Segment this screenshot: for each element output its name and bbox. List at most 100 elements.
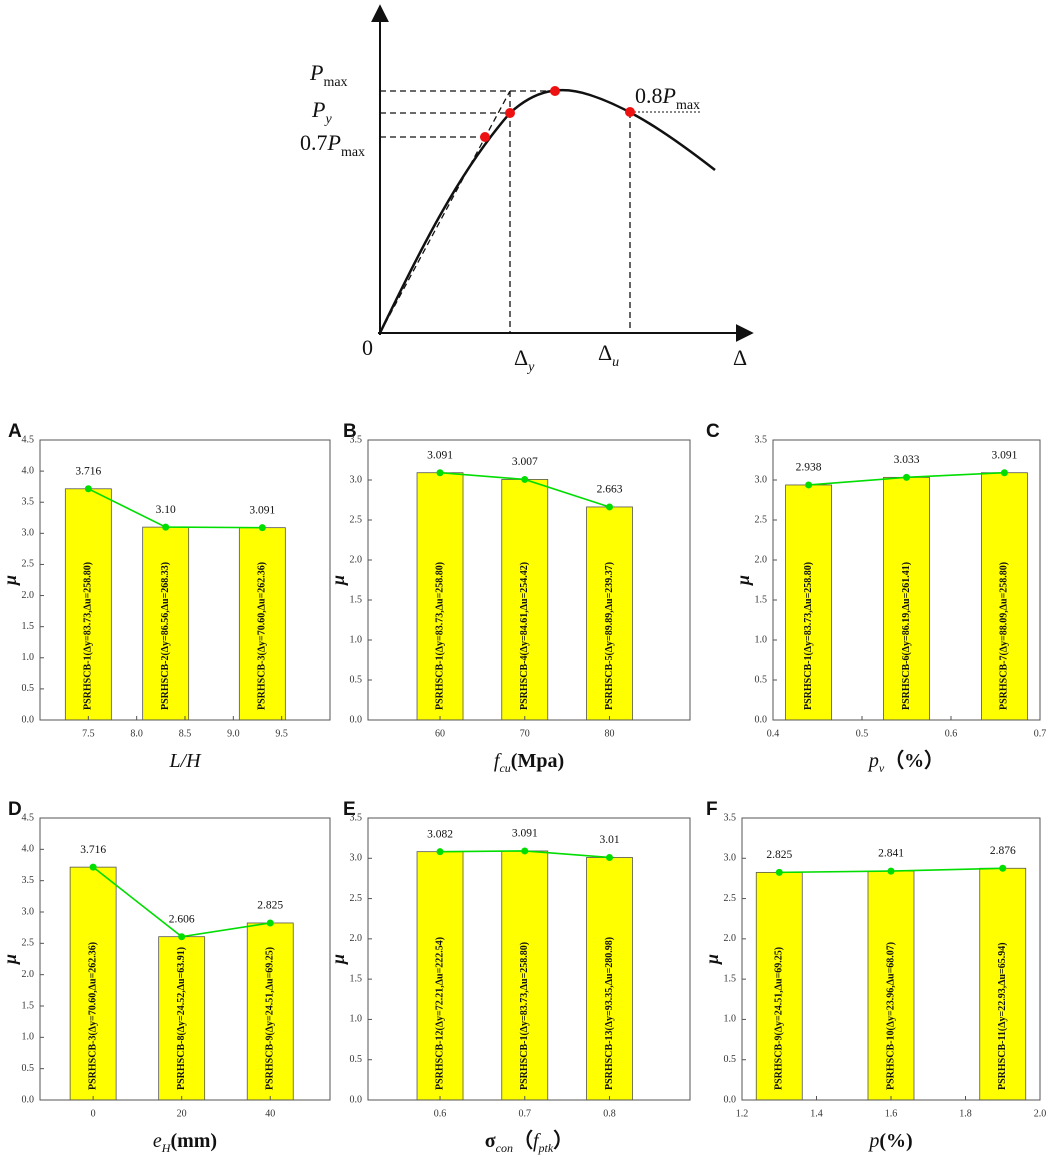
bar bbox=[416, 851, 464, 1101]
value-label: 3.091 bbox=[249, 504, 275, 516]
x-tick-label: 20 bbox=[177, 1108, 187, 1119]
point bbox=[89, 863, 97, 871]
y-tick-label: 1.5 bbox=[350, 594, 363, 605]
panel-label: B bbox=[343, 421, 357, 442]
x-tick-label: 0.6 bbox=[945, 728, 958, 739]
value-label: 2.825 bbox=[766, 849, 792, 861]
y-tick-label: 0.0 bbox=[22, 1094, 35, 1105]
y-tick-label: 2.0 bbox=[350, 554, 363, 565]
y-tick-label: 0.0 bbox=[22, 714, 35, 725]
bar-label: PSRHSCB-6(Δy=86.19,Δu=261.41) bbox=[901, 562, 912, 710]
text-part: f bbox=[494, 750, 502, 772]
bar bbox=[501, 479, 549, 721]
point bbox=[436, 848, 444, 856]
y-tick-label: 3.5 bbox=[350, 434, 363, 445]
bar bbox=[586, 857, 633, 1101]
bar-label: PSRHSCB-10(Δy=23.96,Δu=68.07) bbox=[885, 942, 896, 1090]
value-label: 3.082 bbox=[427, 828, 453, 840]
y-tick-label: 0.0 bbox=[350, 714, 363, 725]
text-part: 0.7 bbox=[300, 130, 328, 155]
y-tick-label: 0.5 bbox=[755, 674, 768, 685]
bar-label: PSRHSCB-13(Δy=93.35,Δu=280.98) bbox=[604, 937, 615, 1090]
x-tick-label: 8.5 bbox=[179, 728, 192, 739]
y-axis-label: μ bbox=[328, 575, 348, 586]
text-part: y bbox=[526, 360, 535, 375]
text-part: 0.8 bbox=[635, 83, 663, 108]
bar-label: PSRHSCB-8(Δy=24.52,Δu=63.91) bbox=[176, 947, 187, 1090]
bar bbox=[69, 866, 117, 1101]
point bbox=[162, 523, 170, 531]
y-tick-label: 0.0 bbox=[350, 1094, 363, 1105]
point bbox=[258, 524, 266, 532]
y-tick-label: 3.5 bbox=[22, 497, 35, 508]
point bbox=[505, 108, 515, 118]
y-tick-label: 2.5 bbox=[22, 559, 35, 570]
bar-label: PSRHSCB-3(Δy=70.60,Δu=262.36) bbox=[87, 942, 98, 1090]
text-part: p bbox=[867, 750, 879, 772]
y-tick-label: 2.0 bbox=[350, 933, 363, 944]
text-part: P bbox=[327, 130, 341, 155]
y-tick-label: 1.0 bbox=[22, 1032, 35, 1043]
x-tick-label: 80 bbox=[605, 728, 615, 739]
x-tick-label: 1.6 bbox=[885, 1108, 898, 1119]
bar bbox=[158, 936, 206, 1101]
x-axis-label: fcu(Mpa) bbox=[494, 750, 564, 775]
plot-frame bbox=[367, 439, 691, 721]
bar-label: PSRHSCB-9(Δy=24.51,Δu=69.25) bbox=[774, 947, 785, 1090]
y-axis-label: μ bbox=[328, 954, 348, 965]
y-tick-label: 1.0 bbox=[350, 634, 363, 645]
y-tick-label: 1.0 bbox=[724, 1014, 737, 1025]
text-part: P bbox=[309, 60, 323, 85]
text-part: （ bbox=[513, 1129, 533, 1152]
diagram-label: 0.8Pmax bbox=[635, 83, 700, 113]
point bbox=[521, 847, 529, 855]
x-tick-label: 60 bbox=[435, 728, 445, 739]
y-tick-label: 3.5 bbox=[22, 875, 35, 886]
value-label: 2.841 bbox=[878, 848, 904, 860]
value-label: 3.007 bbox=[512, 456, 538, 468]
y-tick-label: 3.0 bbox=[22, 906, 35, 917]
point bbox=[775, 868, 783, 876]
text-part: cu bbox=[499, 761, 510, 775]
text-part: v bbox=[879, 761, 885, 775]
point bbox=[436, 469, 444, 477]
bar bbox=[867, 870, 915, 1101]
y-tick-label: 3.5 bbox=[724, 812, 737, 823]
text-part: (%) bbox=[879, 1130, 912, 1152]
bar bbox=[246, 922, 294, 1101]
x-tick-label: 7.5 bbox=[82, 728, 95, 739]
y-tick-label: 2.0 bbox=[22, 590, 35, 601]
y-tick-label: 0.5 bbox=[350, 1054, 363, 1065]
x-axis-label: σcon（fptk） bbox=[485, 1129, 573, 1155]
point bbox=[606, 853, 613, 861]
diagram-label: 0 bbox=[362, 335, 373, 360]
text-part: P bbox=[662, 83, 676, 108]
value-label: 3.716 bbox=[75, 465, 101, 477]
diagram-label: Δ bbox=[733, 345, 747, 370]
point bbox=[521, 475, 529, 483]
text-part: H bbox=[161, 1141, 172, 1155]
bar-label: PSRHSCB-3(Δy=70.60,Δu=262.36) bbox=[257, 562, 268, 710]
text-part: (Mpa) bbox=[511, 750, 564, 772]
x-tick-label: 0.4 bbox=[767, 728, 780, 739]
plot-frame bbox=[367, 817, 691, 1101]
y-tick-label: 0.5 bbox=[724, 1054, 737, 1065]
point bbox=[805, 481, 813, 489]
y-tick-label: 1.5 bbox=[22, 621, 35, 632]
value-label: 3.01 bbox=[599, 834, 619, 846]
text-part: max bbox=[676, 98, 700, 113]
y-tick-label: 3.0 bbox=[22, 528, 35, 539]
text-part: con bbox=[496, 1141, 513, 1155]
diagram-label: Pmax bbox=[309, 60, 348, 90]
y-tick-label: 1.5 bbox=[755, 594, 768, 605]
x-tick-label: 70 bbox=[520, 728, 530, 739]
point bbox=[84, 485, 92, 493]
bar-label: PSRHSCB-1(Δy=83.73,Δu=258.80) bbox=[803, 562, 814, 710]
value-label: 3.091 bbox=[991, 449, 1017, 461]
value-label: 3.033 bbox=[894, 454, 920, 466]
y-tick-label: 0.0 bbox=[755, 714, 768, 725]
text-part: ptk bbox=[538, 1141, 554, 1155]
bar-label: PSRHSCB-5(Δy=89.89,Δu=239.37) bbox=[604, 562, 615, 710]
text-part: Δ bbox=[733, 345, 747, 370]
